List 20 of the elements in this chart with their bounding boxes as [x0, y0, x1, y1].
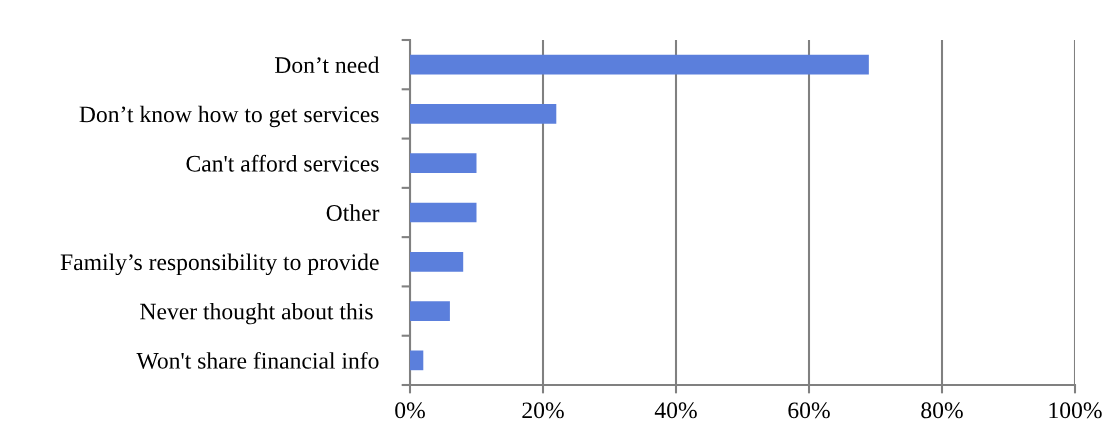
y-tick-label: Other: [326, 204, 380, 221]
bar: [410, 153, 477, 174]
y-tick-label: Don’t know how to get services: [79, 105, 379, 128]
y-tick-label: Can't afford services: [186, 154, 379, 172]
bar: [410, 54, 869, 75]
x-tick-label: 60%: [788, 402, 830, 419]
bar: [410, 104, 557, 124]
bar: [410, 350, 424, 371]
y-tick-label: Never thought about this: [140, 302, 373, 325]
x-tick-label: 40%: [654, 402, 697, 419]
x-tick-label: 80%: [921, 402, 963, 419]
y-tick-label: Won't share financial info: [136, 351, 379, 369]
y-tick-label: Don’t need: [274, 56, 380, 74]
x-tick-label: 100%: [1049, 402, 1102, 419]
bar: [410, 301, 450, 321]
y-tick-label: Family’s responsibility to provide: [60, 253, 379, 276]
bar: [410, 202, 477, 223]
bar: [410, 251, 464, 272]
x-tick-label: 20%: [522, 402, 564, 419]
x-tick-label: 0%: [395, 402, 425, 419]
